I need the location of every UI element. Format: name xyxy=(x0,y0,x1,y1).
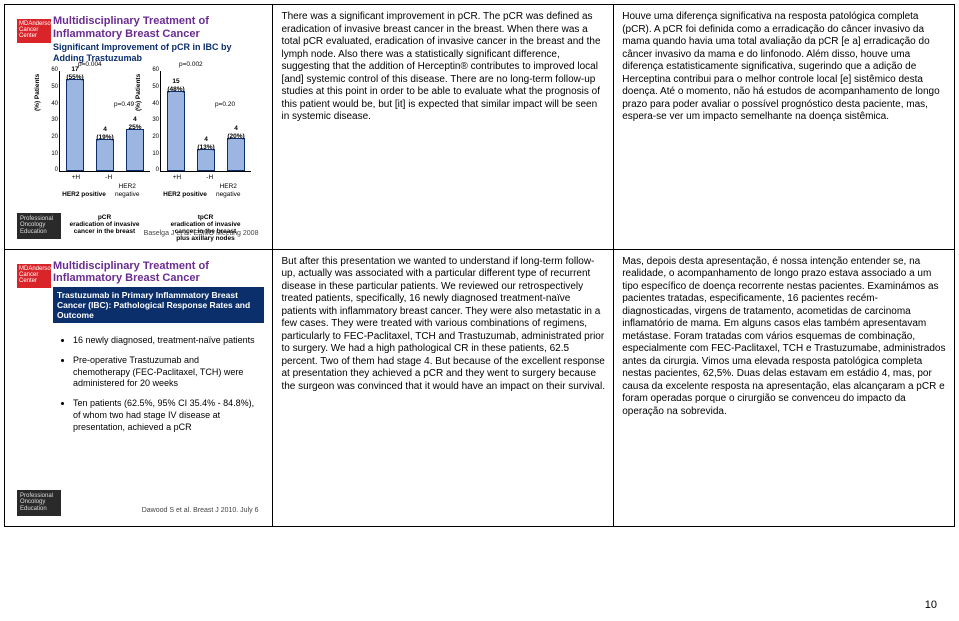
row2-portuguese-text: Mas, depois desta apresentação, é nossa … xyxy=(614,249,955,526)
slide-2-citation: Dawood S et al. Breast J 2010. July 6 xyxy=(142,507,259,516)
slide-2: MDAnderson Cancer Center Professional On… xyxy=(13,260,264,520)
chart-bar: 425% xyxy=(126,129,144,171)
chart-bar: 15(48%) xyxy=(167,91,185,171)
chart-bar: 4(13%) xyxy=(197,149,215,171)
slide-2-title: Multidisciplinary Treatment of Inflammat… xyxy=(53,260,264,285)
layout-table: MDAnderson Cancer Center Professional On… xyxy=(4,4,955,527)
poe-badge: Professional Oncology Education xyxy=(17,213,61,239)
slide-2-bullet: 16 newly diagnosed, treatment-naïve pati… xyxy=(73,335,258,347)
chart-bar: 4(20%) xyxy=(227,138,245,171)
slide-1: MDAnderson Cancer Center Professional On… xyxy=(13,15,264,243)
slide-2-bullets: 16 newly diagnosed, treatment-naïve pati… xyxy=(59,335,264,433)
slide-2-bullet: Pre-operative Trastuzumab and chemothera… xyxy=(73,355,258,390)
mdanderson-logo: MDAnderson Cancer Center xyxy=(17,19,51,43)
slide-2-bullet: Ten patients (62.5%, 95% CI 35.4% - 84.8… xyxy=(73,398,258,433)
slide-1-subtitle: Significant Improvement of pCR in IBC by… xyxy=(53,42,264,63)
page-number: 10 xyxy=(925,599,937,611)
slide-2-subtitle: Trastuzumab in Primary Inflammatory Brea… xyxy=(53,287,264,324)
slide-1-title: Multidisciplinary Treatment of Inflammat… xyxy=(53,15,264,40)
mdanderson-logo: MDAnderson Cancer Center xyxy=(17,264,51,288)
poe-badge: Professional Oncology Education xyxy=(17,490,61,516)
row2-english-text: But after this presentation we wanted to… xyxy=(273,249,614,526)
chart-bar: 4(19%) xyxy=(96,139,114,171)
pcr-chart: 0102030405060(%) Patients17(55%)4(19%)42… xyxy=(59,67,264,243)
row1-english-text: There was a significant improvement in p… xyxy=(273,5,614,250)
row1-portuguese-text: Houve uma diferença significativa na res… xyxy=(614,5,955,250)
slide-1-citation: Baselga J et al. ESMO Meeting 2008 xyxy=(144,230,259,239)
chart-bar: 17(55%) xyxy=(66,79,84,171)
